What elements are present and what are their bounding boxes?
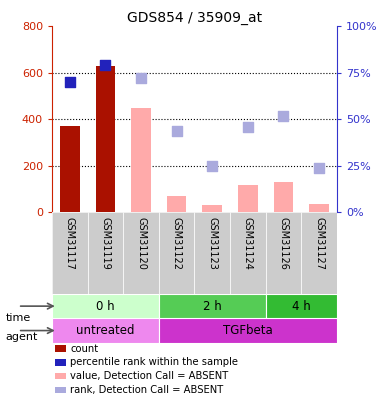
Text: 4 h: 4 h [292, 300, 311, 313]
Text: 2 h: 2 h [203, 300, 222, 313]
Bar [60, 126, 80, 213]
Bar [266, 213, 301, 294]
Bar [309, 205, 329, 213]
Text: untreated: untreated [76, 324, 135, 337]
Text: GSM31122: GSM31122 [172, 217, 182, 270]
Bar [131, 108, 151, 213]
Point [245, 124, 251, 130]
Text: GSM31120: GSM31120 [136, 217, 146, 269]
Text: rank, Detection Call = ABSENT: rank, Detection Call = ABSENT [70, 385, 224, 395]
Bar [167, 196, 186, 213]
Text: value, Detection Call = ABSENT: value, Detection Call = ABSENT [70, 371, 229, 381]
Text: time: time [6, 313, 31, 323]
Bar [88, 213, 123, 294]
Bar [52, 213, 88, 294]
Text: 0 h: 0 h [96, 300, 115, 313]
Bar [301, 213, 337, 294]
Text: agent: agent [6, 333, 38, 342]
Point [280, 113, 286, 119]
Bar [55, 373, 66, 379]
Text: percentile rank within the sample: percentile rank within the sample [70, 357, 238, 367]
Text: TGFbeta: TGFbeta [223, 324, 273, 337]
Title: GDS854 / 35909_at: GDS854 / 35909_at [127, 11, 262, 25]
Point [67, 79, 73, 85]
Bar [55, 345, 66, 352]
Bar [230, 213, 266, 294]
Point [174, 127, 180, 134]
Point [102, 62, 109, 69]
Bar [55, 387, 66, 393]
Point [138, 75, 144, 82]
Bar [159, 294, 266, 318]
Point [316, 164, 322, 171]
Bar [123, 213, 159, 294]
Point [209, 163, 215, 169]
Bar [274, 182, 293, 213]
Bar [159, 213, 194, 294]
Bar [238, 185, 258, 213]
Text: GSM31119: GSM31119 [100, 217, 110, 269]
Bar [159, 318, 337, 343]
Text: GSM31124: GSM31124 [243, 217, 253, 269]
Text: GSM31123: GSM31123 [207, 217, 217, 269]
Bar [52, 318, 159, 343]
Text: GSM31127: GSM31127 [314, 217, 324, 270]
Bar [55, 359, 66, 366]
Bar [194, 213, 230, 294]
Bar [266, 294, 337, 318]
Text: count: count [70, 343, 99, 354]
Bar [52, 294, 159, 318]
Text: GSM31126: GSM31126 [278, 217, 288, 269]
Bar [203, 205, 222, 213]
Bar [95, 66, 115, 213]
Text: GSM31117: GSM31117 [65, 217, 75, 269]
